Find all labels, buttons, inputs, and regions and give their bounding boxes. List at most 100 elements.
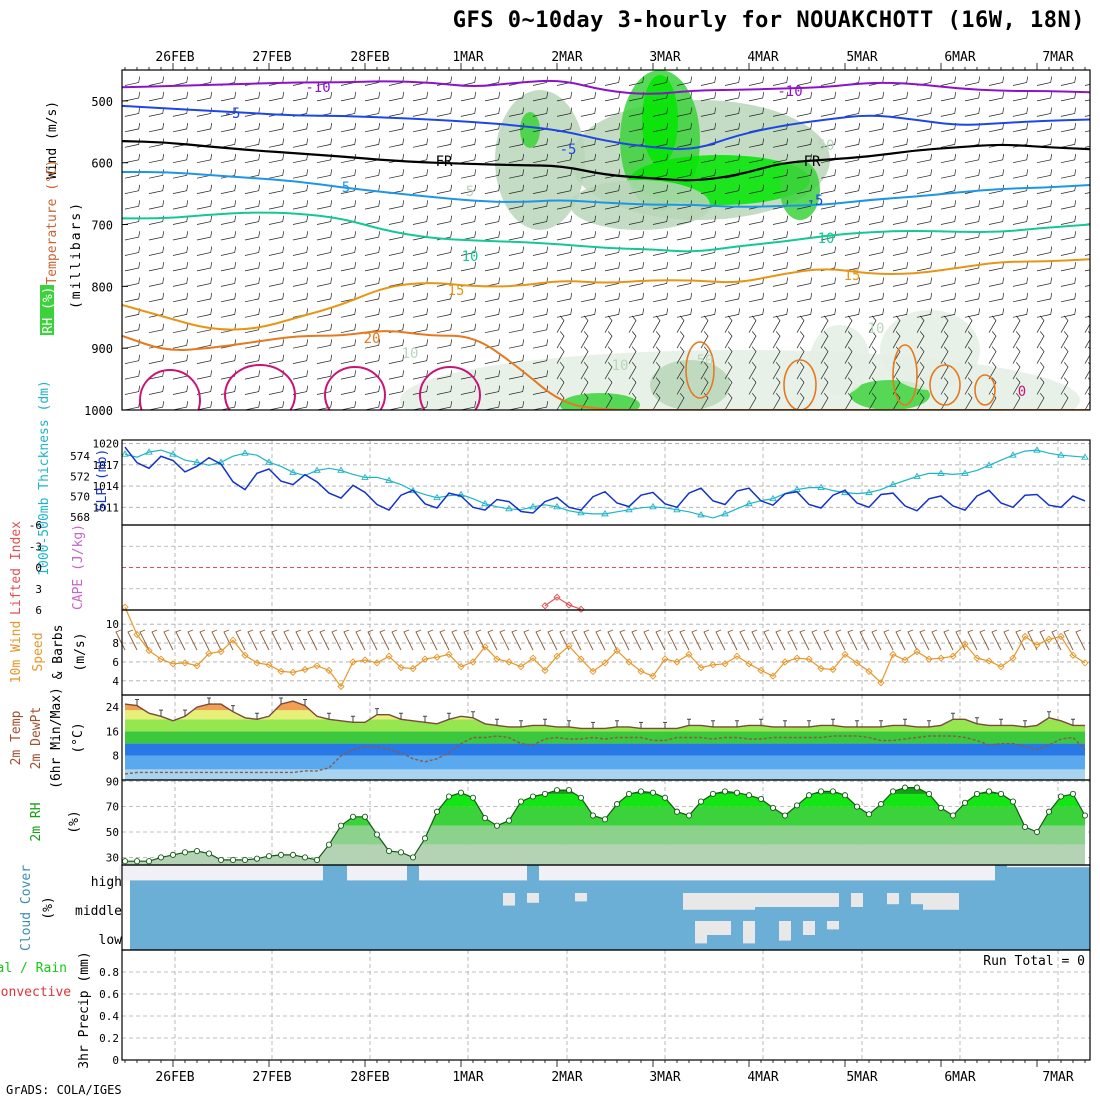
upper-wind-barb [844, 346, 853, 364]
upper-wind-barb [964, 315, 973, 333]
upper-wind-barb [124, 231, 141, 241]
upper-wind-barb [148, 401, 165, 410]
upper-wind-barb [652, 362, 661, 380]
rh-point [469, 794, 477, 801]
upper-wind-barb [580, 308, 597, 318]
rh-point [529, 793, 537, 800]
upper-wind-barb [508, 231, 525, 241]
isotherm-20-loop-2 [892, 344, 918, 406]
upper-wind-barb [244, 215, 261, 225]
wind-speed-point [277, 667, 285, 676]
thickness-point [697, 511, 705, 518]
wind-speed-point [733, 652, 741, 660]
precip-tick-label-1: 0.6 [99, 988, 119, 1001]
isotherm-line-0 [122, 79, 1090, 95]
upper-wind-barb [940, 315, 949, 333]
temp-band-6 [125, 701, 1085, 711]
surface-wind-barb [127, 629, 138, 651]
surface-wind-barb [727, 629, 738, 651]
upper-wind-barb [724, 315, 733, 333]
upper-wind-barb [532, 215, 549, 225]
wind-speed-point [289, 668, 297, 676]
rh-point [565, 787, 573, 794]
upper-wind-barb [508, 385, 525, 395]
upper-wind-barb [148, 122, 165, 133]
contour-label-13: 20 [364, 331, 381, 347]
date-label-bottom-3: 1MAR [452, 1070, 483, 1085]
upper-wind-barb [796, 331, 805, 349]
upper-wind-barb [1012, 169, 1029, 179]
upper-label-wind: Wind (m/s) [45, 101, 60, 179]
upper-wind-barb [220, 354, 237, 364]
thickness-point [337, 466, 345, 473]
upper-wind-barb [220, 169, 237, 179]
upper-wind-barb [940, 215, 957, 225]
upper-wind-barb [892, 277, 909, 287]
wind-axis-label-c: & Barbs [51, 625, 66, 680]
upper-wind-barb [388, 200, 405, 210]
grads-credit: GrADS: COLA/IGES [6, 1083, 122, 1097]
upper-wind-barb [676, 215, 693, 225]
upper-wind-barb [508, 246, 525, 256]
wind-speed-point [457, 663, 465, 671]
upper-wind-barb [772, 392, 781, 410]
upper-wind-barb [868, 92, 885, 102]
upper-wind-barb [196, 231, 213, 241]
upper-wind-barb [652, 308, 669, 318]
upper-wind-barb [412, 169, 429, 179]
upper-wind-barb [580, 315, 589, 333]
upper-wind-barb [676, 231, 693, 241]
li-tick-label-3: 3 [35, 583, 42, 596]
upper-wind-barb [940, 346, 949, 364]
upper-wind-barb [700, 184, 717, 194]
date-label-top-7: 5MAR [846, 50, 877, 65]
wind-speed-point [745, 660, 753, 668]
rh-band-4 [125, 787, 1085, 794]
wind-speed-point [517, 663, 525, 671]
wind-speed-line [124, 606, 1086, 688]
upper-wind-barb [1084, 176, 1090, 179]
upper-wind-barb [1036, 169, 1053, 179]
upper-wind-barb [556, 346, 565, 364]
upper-wind-barb [700, 377, 709, 395]
upper-wind-barb [412, 308, 429, 318]
upper-wind-barb [892, 107, 909, 117]
temp-minmax-bar [399, 712, 403, 720]
upper-wind-barb [196, 215, 213, 225]
upper-wind-barb [580, 76, 597, 86]
upper-wind-barb [292, 153, 309, 164]
upper-wind-barb [460, 323, 477, 334]
surface-wind-barb [1051, 629, 1062, 651]
upper-wind-barb [196, 200, 213, 210]
upper-wind-barb [508, 339, 525, 349]
isotherm-line-2 [122, 140, 1090, 182]
upper-wind-barb [556, 362, 565, 380]
upper-wind-barb [1036, 76, 1053, 86]
rh-shading-area-6 [642, 75, 678, 165]
upper-wind-barb [748, 308, 765, 318]
temp-minmax-bar [183, 709, 187, 717]
rh-tick-label-3: 30 [106, 851, 119, 864]
upper-wind-barb [364, 76, 381, 86]
upper-wind-barb [676, 392, 685, 410]
wind-speed-point [661, 655, 669, 663]
rh-axis-label: 2m RH [29, 802, 44, 841]
upper-wind-barb [292, 138, 309, 148]
temp-minmax-bar [471, 711, 475, 718]
upper-wind-barb [532, 323, 549, 334]
surface-wind-barb [451, 629, 462, 651]
rh-point [1033, 828, 1041, 836]
upper-wind-barb [700, 362, 709, 380]
upper-wind-barb [1036, 392, 1045, 410]
upper-wind-barb [892, 392, 901, 410]
temp-minmax-bar [207, 697, 211, 705]
upper-wind-barb [628, 76, 645, 86]
wind-speed-point [709, 661, 717, 669]
temp-tick-label-1: 16 [106, 725, 119, 738]
thickness-point [145, 448, 153, 455]
upper-wind-barb [1060, 262, 1077, 272]
upper-wind-barb [844, 200, 861, 210]
upper-wind-barb [340, 401, 357, 410]
wind-speed-point [913, 647, 921, 656]
wind-speed-point [925, 655, 933, 663]
